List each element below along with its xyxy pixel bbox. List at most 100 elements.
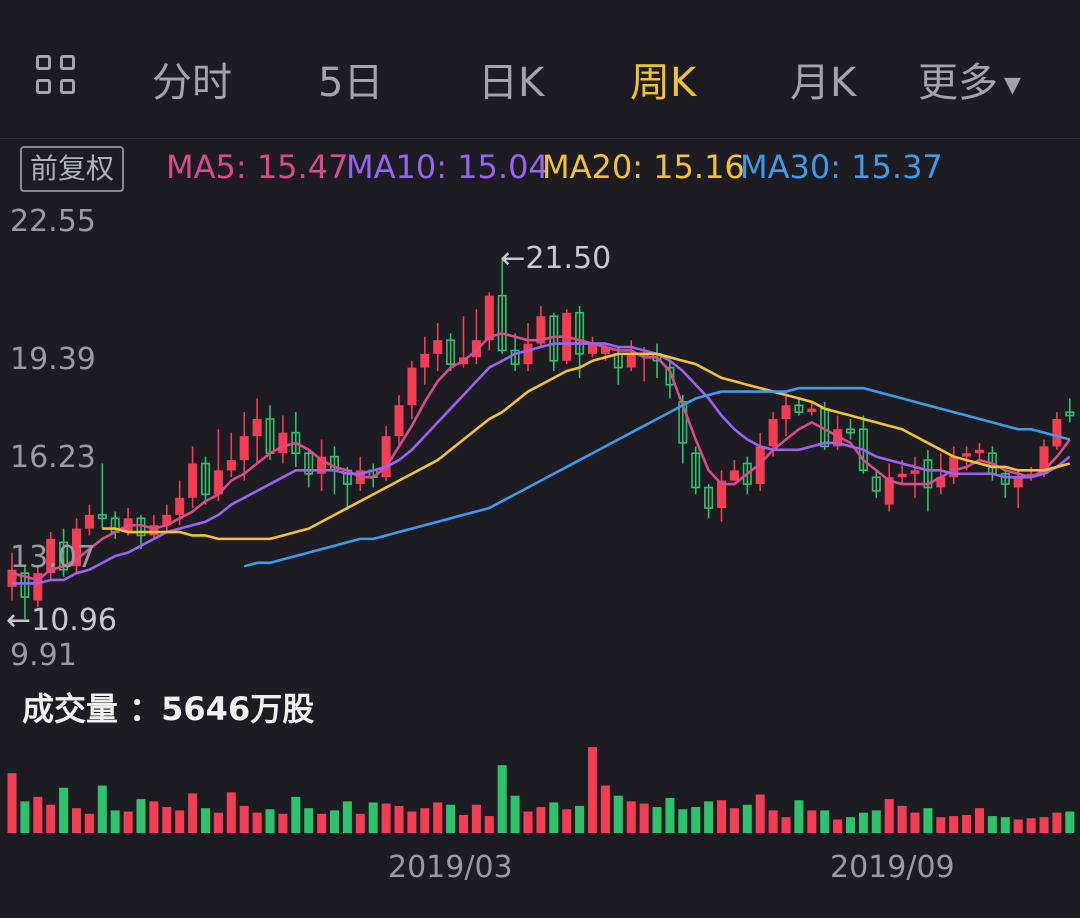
volume-bar xyxy=(1000,817,1010,833)
volume-bar xyxy=(820,810,830,833)
tab-more[interactable]: 更多 ▼ xyxy=(918,50,1021,108)
volume-bar xyxy=(201,808,210,833)
tab-intraday[interactable]: 分时 xyxy=(152,60,232,106)
volume-bar xyxy=(665,797,675,833)
min-price-label: ←10.96 xyxy=(6,603,117,638)
volume-bar xyxy=(342,801,352,833)
candle-body xyxy=(665,366,675,386)
volume-bar xyxy=(691,807,701,833)
volume-bar xyxy=(949,816,959,833)
volume-bar xyxy=(678,809,688,833)
volume-bar xyxy=(871,810,881,833)
volume-bar xyxy=(1039,817,1049,833)
volume-bar xyxy=(588,747,597,833)
volume-bar xyxy=(381,803,391,833)
candle-body xyxy=(742,462,752,485)
candle-body xyxy=(317,456,327,474)
candle-body xyxy=(304,452,314,475)
ma20-legend: MA20: 15.16 xyxy=(542,148,745,186)
y-tick-label: 22.55 xyxy=(10,204,96,239)
period-tab-bar: 分时 5日 日K 周K 月K 更多 ▼ xyxy=(0,0,1080,139)
price-adjust-toggle[interactable]: 前复权 xyxy=(20,146,125,192)
volume-bar xyxy=(226,792,236,833)
volume-bar xyxy=(484,816,494,833)
volume-bar xyxy=(704,801,714,833)
ma30-legend: MA30: 15.37 xyxy=(740,148,943,186)
candle-body xyxy=(1026,473,1036,478)
volume-label: 成交量 ：5646万股 xyxy=(22,690,315,728)
candle-body xyxy=(175,497,185,515)
candle-body xyxy=(252,418,262,437)
candle-body xyxy=(910,470,920,474)
volume-bar xyxy=(781,817,791,833)
volume-bar xyxy=(742,804,752,833)
candle-body xyxy=(845,428,855,434)
candle-body xyxy=(239,436,249,461)
ma5-legend: MA5: 15.47 xyxy=(166,148,349,186)
volume-bar xyxy=(265,809,275,833)
candle-body xyxy=(717,480,726,509)
x-tick-label: 2019/09 xyxy=(830,850,955,885)
volume-bar xyxy=(162,807,172,833)
candle-body xyxy=(768,418,778,447)
candle-body xyxy=(213,470,223,495)
volume-bar xyxy=(175,810,185,833)
volume-bar xyxy=(291,796,301,833)
candle-body xyxy=(1000,472,1010,485)
candle-body xyxy=(923,459,933,489)
y-tick-label: 9.91 xyxy=(10,638,77,673)
volume-bar xyxy=(807,810,817,833)
candle-body xyxy=(407,367,417,406)
volume-bar xyxy=(575,805,585,833)
volume-bar xyxy=(188,793,198,833)
volume-bar xyxy=(304,808,314,833)
volume-bar xyxy=(923,808,933,833)
candle-body xyxy=(704,486,714,509)
candle-body xyxy=(497,294,507,352)
tab-more-label: 更多 xyxy=(918,60,998,106)
volume-bar xyxy=(394,805,404,833)
volume-bar xyxy=(1026,818,1036,833)
tab-5day[interactable]: 5日 xyxy=(318,60,384,106)
volume-bar xyxy=(59,787,69,833)
candle-body xyxy=(33,573,43,601)
ma-line-ma20 xyxy=(102,352,1071,541)
grid-icon[interactable] xyxy=(36,55,78,97)
volume-bar xyxy=(626,801,636,833)
candle-body xyxy=(433,340,443,354)
volume-bar xyxy=(794,800,804,833)
volume-bar xyxy=(497,765,507,833)
candle-body xyxy=(20,572,30,598)
tab-monthly-k[interactable]: 月K xyxy=(790,60,857,106)
volume-bar xyxy=(858,812,868,833)
volume-bar xyxy=(149,801,159,833)
candle-body xyxy=(1065,411,1075,417)
candle-body xyxy=(7,569,17,587)
volume-bar xyxy=(407,811,417,833)
volume-bar xyxy=(846,817,855,833)
volume-bar xyxy=(1065,811,1075,833)
candle-body xyxy=(394,405,404,437)
ma-line-ma30 xyxy=(243,386,1071,568)
candle-body xyxy=(46,538,56,574)
candle-body xyxy=(1052,418,1062,447)
volume-bar xyxy=(123,811,133,833)
ma-line-ma5 xyxy=(11,332,1071,582)
volume-bar xyxy=(717,800,726,833)
volume-bar xyxy=(252,812,262,833)
ma10-legend: MA10: 15.04 xyxy=(346,148,549,186)
candle-body xyxy=(936,477,946,488)
candle-body xyxy=(59,541,69,571)
volume-bar xyxy=(510,795,520,833)
volume-bar xyxy=(910,812,920,833)
volume-bar xyxy=(317,813,327,833)
candle-body xyxy=(807,408,817,413)
volume-bar xyxy=(755,794,765,833)
tab-daily-k[interactable]: 日K xyxy=(478,60,545,106)
volume-bar xyxy=(84,813,94,833)
volume-bar xyxy=(355,813,365,833)
candle-body xyxy=(794,404,804,413)
candle-body xyxy=(833,429,843,447)
tab-weekly-k[interactable]: 周K xyxy=(630,60,697,106)
